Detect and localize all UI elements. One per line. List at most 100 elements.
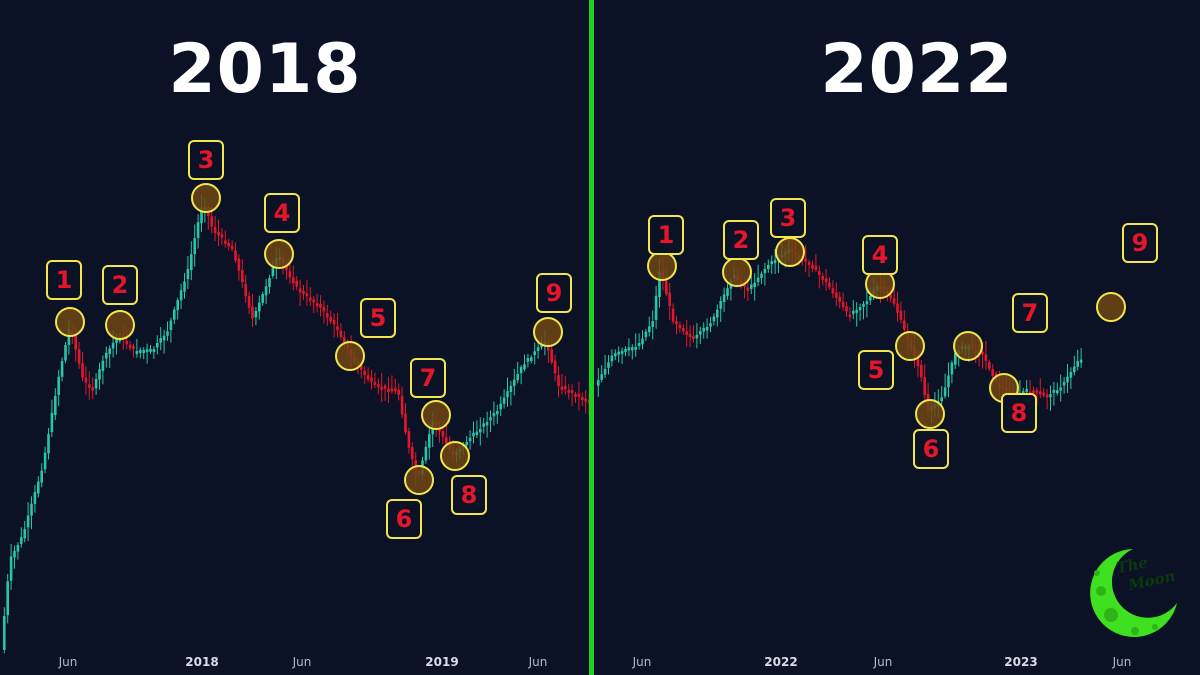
candle-body xyxy=(166,331,169,336)
candle-body xyxy=(271,267,275,277)
annotation-label: 9 xyxy=(1122,223,1158,263)
panel-divider xyxy=(589,0,594,675)
candle-body xyxy=(370,377,373,382)
candle-body xyxy=(631,347,634,351)
candle-body xyxy=(828,282,831,288)
candle-body xyxy=(105,352,108,359)
x-tick-label: 2019 xyxy=(425,655,459,669)
candle-body xyxy=(1052,389,1056,393)
candle-body xyxy=(360,365,363,370)
candle-body xyxy=(424,446,428,461)
annotation-marker xyxy=(722,257,752,287)
candle-body xyxy=(692,335,695,339)
candle-body xyxy=(285,264,288,271)
candle-body xyxy=(74,335,77,350)
candle-body xyxy=(600,374,603,380)
candle-body xyxy=(152,349,156,353)
annotation-label: 2 xyxy=(723,220,759,260)
candle-body xyxy=(852,310,855,314)
candle-body xyxy=(210,216,213,227)
candle-body xyxy=(1069,372,1073,378)
candle-body xyxy=(516,374,519,381)
candle-body xyxy=(196,222,200,239)
candle-body xyxy=(200,207,203,224)
candle-body xyxy=(217,232,220,236)
candle-body xyxy=(383,385,387,389)
candle-body xyxy=(763,268,767,274)
candle-body xyxy=(88,384,91,388)
candle-body xyxy=(142,349,145,353)
candle-body xyxy=(37,481,40,494)
annotation-label: 3 xyxy=(188,140,224,180)
annotation-label: 8 xyxy=(1001,393,1037,433)
candle-body xyxy=(719,300,722,309)
candle-body xyxy=(617,351,620,355)
candle-body xyxy=(773,260,777,264)
candle-body xyxy=(716,309,719,318)
candle-body xyxy=(237,258,241,271)
annotation-marker xyxy=(1096,292,1126,322)
candle-body xyxy=(858,307,862,311)
annotation-label: 3 xyxy=(770,198,806,238)
annotation-marker xyxy=(647,251,677,281)
candle-body xyxy=(234,250,237,261)
candle-body xyxy=(920,364,923,378)
candle-body xyxy=(553,360,557,374)
candle-body xyxy=(811,264,814,269)
candle-body xyxy=(753,282,756,288)
candle-body xyxy=(695,334,699,339)
annotation-label: 6 xyxy=(913,429,949,469)
candle-body xyxy=(848,314,852,318)
candle-body xyxy=(254,310,258,318)
candle-body xyxy=(16,545,20,552)
candle-body xyxy=(845,306,848,312)
candle-body xyxy=(506,391,509,398)
candle-body xyxy=(916,357,920,366)
annotation-label: 9 xyxy=(536,273,572,313)
candle-body xyxy=(468,437,472,442)
candle-body xyxy=(756,277,760,283)
annotation-marker xyxy=(953,331,983,361)
candle-body xyxy=(855,309,858,313)
candle-body xyxy=(550,349,553,363)
candle-body xyxy=(637,343,641,347)
candle-body xyxy=(620,350,624,354)
candle-body xyxy=(380,386,383,390)
candle-body xyxy=(889,294,892,299)
candle-body xyxy=(654,295,658,320)
candle-body xyxy=(57,376,60,396)
candle-body xyxy=(903,320,906,330)
candle-body xyxy=(709,323,712,327)
candle-body xyxy=(156,342,159,348)
candle-body xyxy=(292,277,295,284)
x-tick-label: Jun xyxy=(1112,655,1132,669)
candle-body xyxy=(1059,387,1062,391)
x-tick-label: Jun xyxy=(632,655,652,669)
candle-body xyxy=(26,515,30,528)
candle-body xyxy=(264,286,268,296)
candle-body xyxy=(947,375,950,388)
candle-body xyxy=(533,351,536,356)
candle-body xyxy=(1073,366,1076,373)
candle-body xyxy=(892,298,896,304)
candle-body xyxy=(445,437,448,444)
candle-body xyxy=(726,288,729,296)
candle-body xyxy=(179,290,183,301)
candle-body xyxy=(943,387,947,397)
candle-body xyxy=(6,581,9,616)
candle-body xyxy=(838,296,841,302)
candle-body xyxy=(305,293,309,297)
candle-body xyxy=(322,307,326,312)
candle-body xyxy=(30,503,33,516)
candle-body xyxy=(190,254,193,270)
candle-body xyxy=(472,432,475,437)
candle-body xyxy=(13,550,16,558)
candle-body xyxy=(1062,381,1066,386)
annotation-label: 7 xyxy=(410,358,446,398)
candle-body xyxy=(332,319,336,325)
candle-body xyxy=(309,297,312,301)
candle-body xyxy=(247,295,251,308)
candle-body xyxy=(227,242,230,247)
candle-body xyxy=(614,353,617,357)
candle-body xyxy=(675,321,678,325)
